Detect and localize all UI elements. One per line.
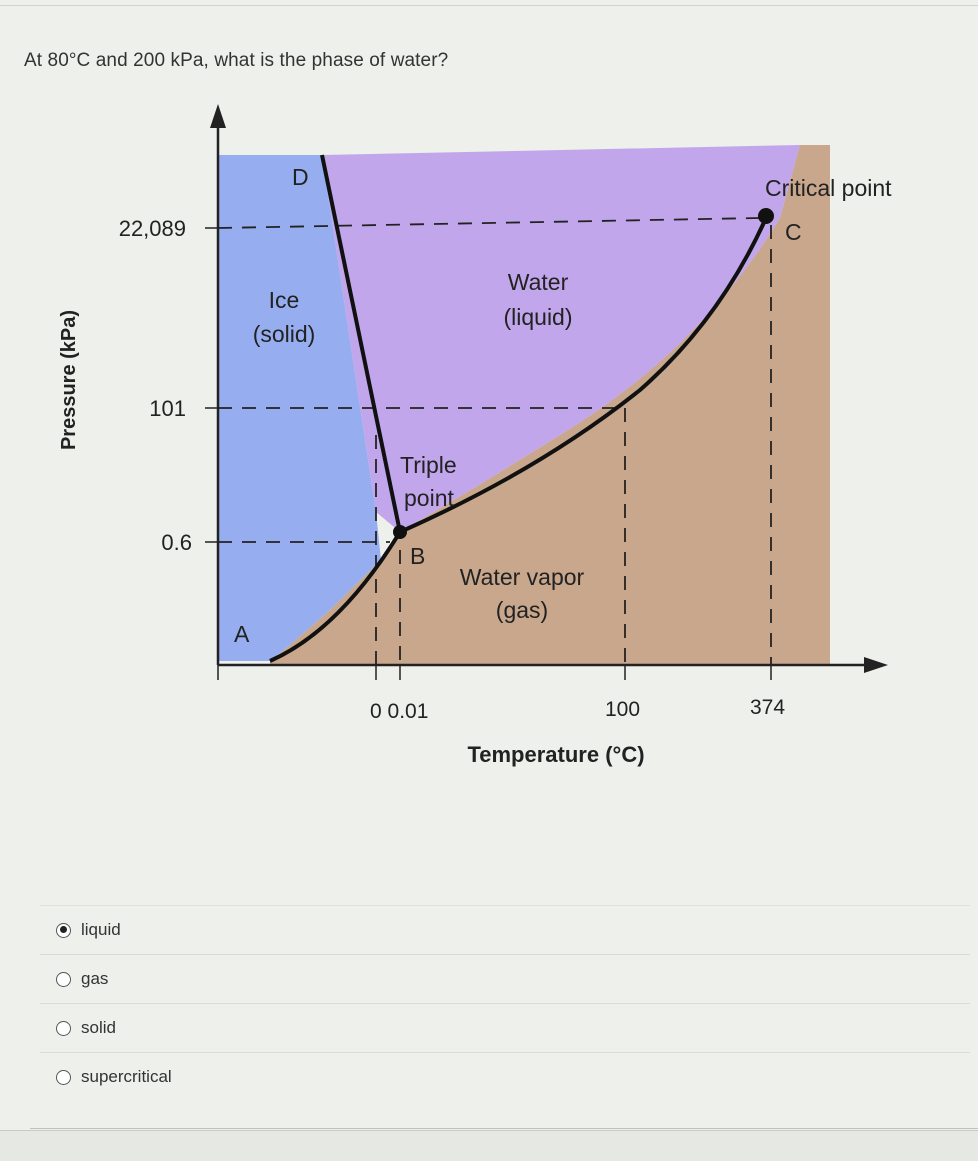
y-axis-label: Pressure (kPa) xyxy=(58,310,80,450)
y-tick-label: 101 xyxy=(149,396,186,421)
x-axis-arrow xyxy=(864,657,888,673)
radio-icon[interactable] xyxy=(56,971,71,987)
option-gas[interactable]: gas xyxy=(40,954,970,1003)
option-liquid[interactable]: liquid xyxy=(40,905,970,954)
y-tick-label: 22,089 xyxy=(119,216,186,241)
melting-curve xyxy=(320,154,402,533)
point-b-label: B xyxy=(410,543,425,569)
water-label-sub: (liquid) xyxy=(503,304,572,330)
option-label: solid xyxy=(81,1018,116,1037)
ice-label: Ice xyxy=(269,287,300,313)
option-label: gas xyxy=(81,969,109,988)
point-d-label: D xyxy=(292,164,309,190)
option-label: liquid xyxy=(81,920,121,939)
dashed-guides xyxy=(217,217,772,665)
point-c-label: C xyxy=(785,219,802,245)
point-a-label: A xyxy=(234,621,250,647)
option-solid[interactable]: solid xyxy=(40,1003,970,1052)
bottom-divider xyxy=(30,1128,978,1129)
sublimation-curve xyxy=(269,530,402,663)
ice-label-sub: (solid) xyxy=(253,321,316,347)
question-card: At 80°C and 200 kPa, what is the phase o… xyxy=(0,5,978,1131)
tick-marks xyxy=(205,227,772,680)
option-label: supercritical xyxy=(81,1067,172,1086)
critical-point-marker xyxy=(758,208,774,224)
radio-icon[interactable] xyxy=(56,1069,71,1085)
critical-point-label: Critical point xyxy=(765,175,892,201)
x-tick-label: 374 xyxy=(750,696,785,719)
radio-selected-icon[interactable] xyxy=(56,922,71,938)
phase-diagram: Pressure (kPa) 22,089 101 0.6 0 0.01 100… xyxy=(0,90,978,790)
water-label: Water xyxy=(508,269,569,295)
x-tick-label: 0 0.01 xyxy=(370,700,428,723)
y-tick-label: 0.6 xyxy=(161,530,192,555)
triple-point-label-sub: point xyxy=(404,485,454,511)
x-axis-label: Temperature (°C) xyxy=(467,742,644,767)
radio-icon[interactable] xyxy=(56,1020,71,1036)
answer-options: liquid gas solid supercritical xyxy=(40,905,970,1101)
top-divider xyxy=(0,5,978,6)
y-axis-arrow xyxy=(210,104,226,128)
triple-point-label: Triple xyxy=(400,452,457,478)
liquid-region xyxy=(322,145,800,532)
gas-region xyxy=(270,145,830,665)
triple-point-marker xyxy=(393,525,407,539)
x-tick-label: 100 xyxy=(605,698,640,721)
phase-diagram-svg: Pressure (kPa) 22,089 101 0.6 0 0.01 100… xyxy=(58,104,892,767)
vapor-label-sub: (gas) xyxy=(496,597,548,623)
question-text: At 80°C and 200 kPa, what is the phase o… xyxy=(24,50,449,71)
vaporization-curve xyxy=(399,217,768,534)
vapor-label: Water vapor xyxy=(460,564,585,590)
option-supercritical[interactable]: supercritical xyxy=(40,1052,970,1101)
